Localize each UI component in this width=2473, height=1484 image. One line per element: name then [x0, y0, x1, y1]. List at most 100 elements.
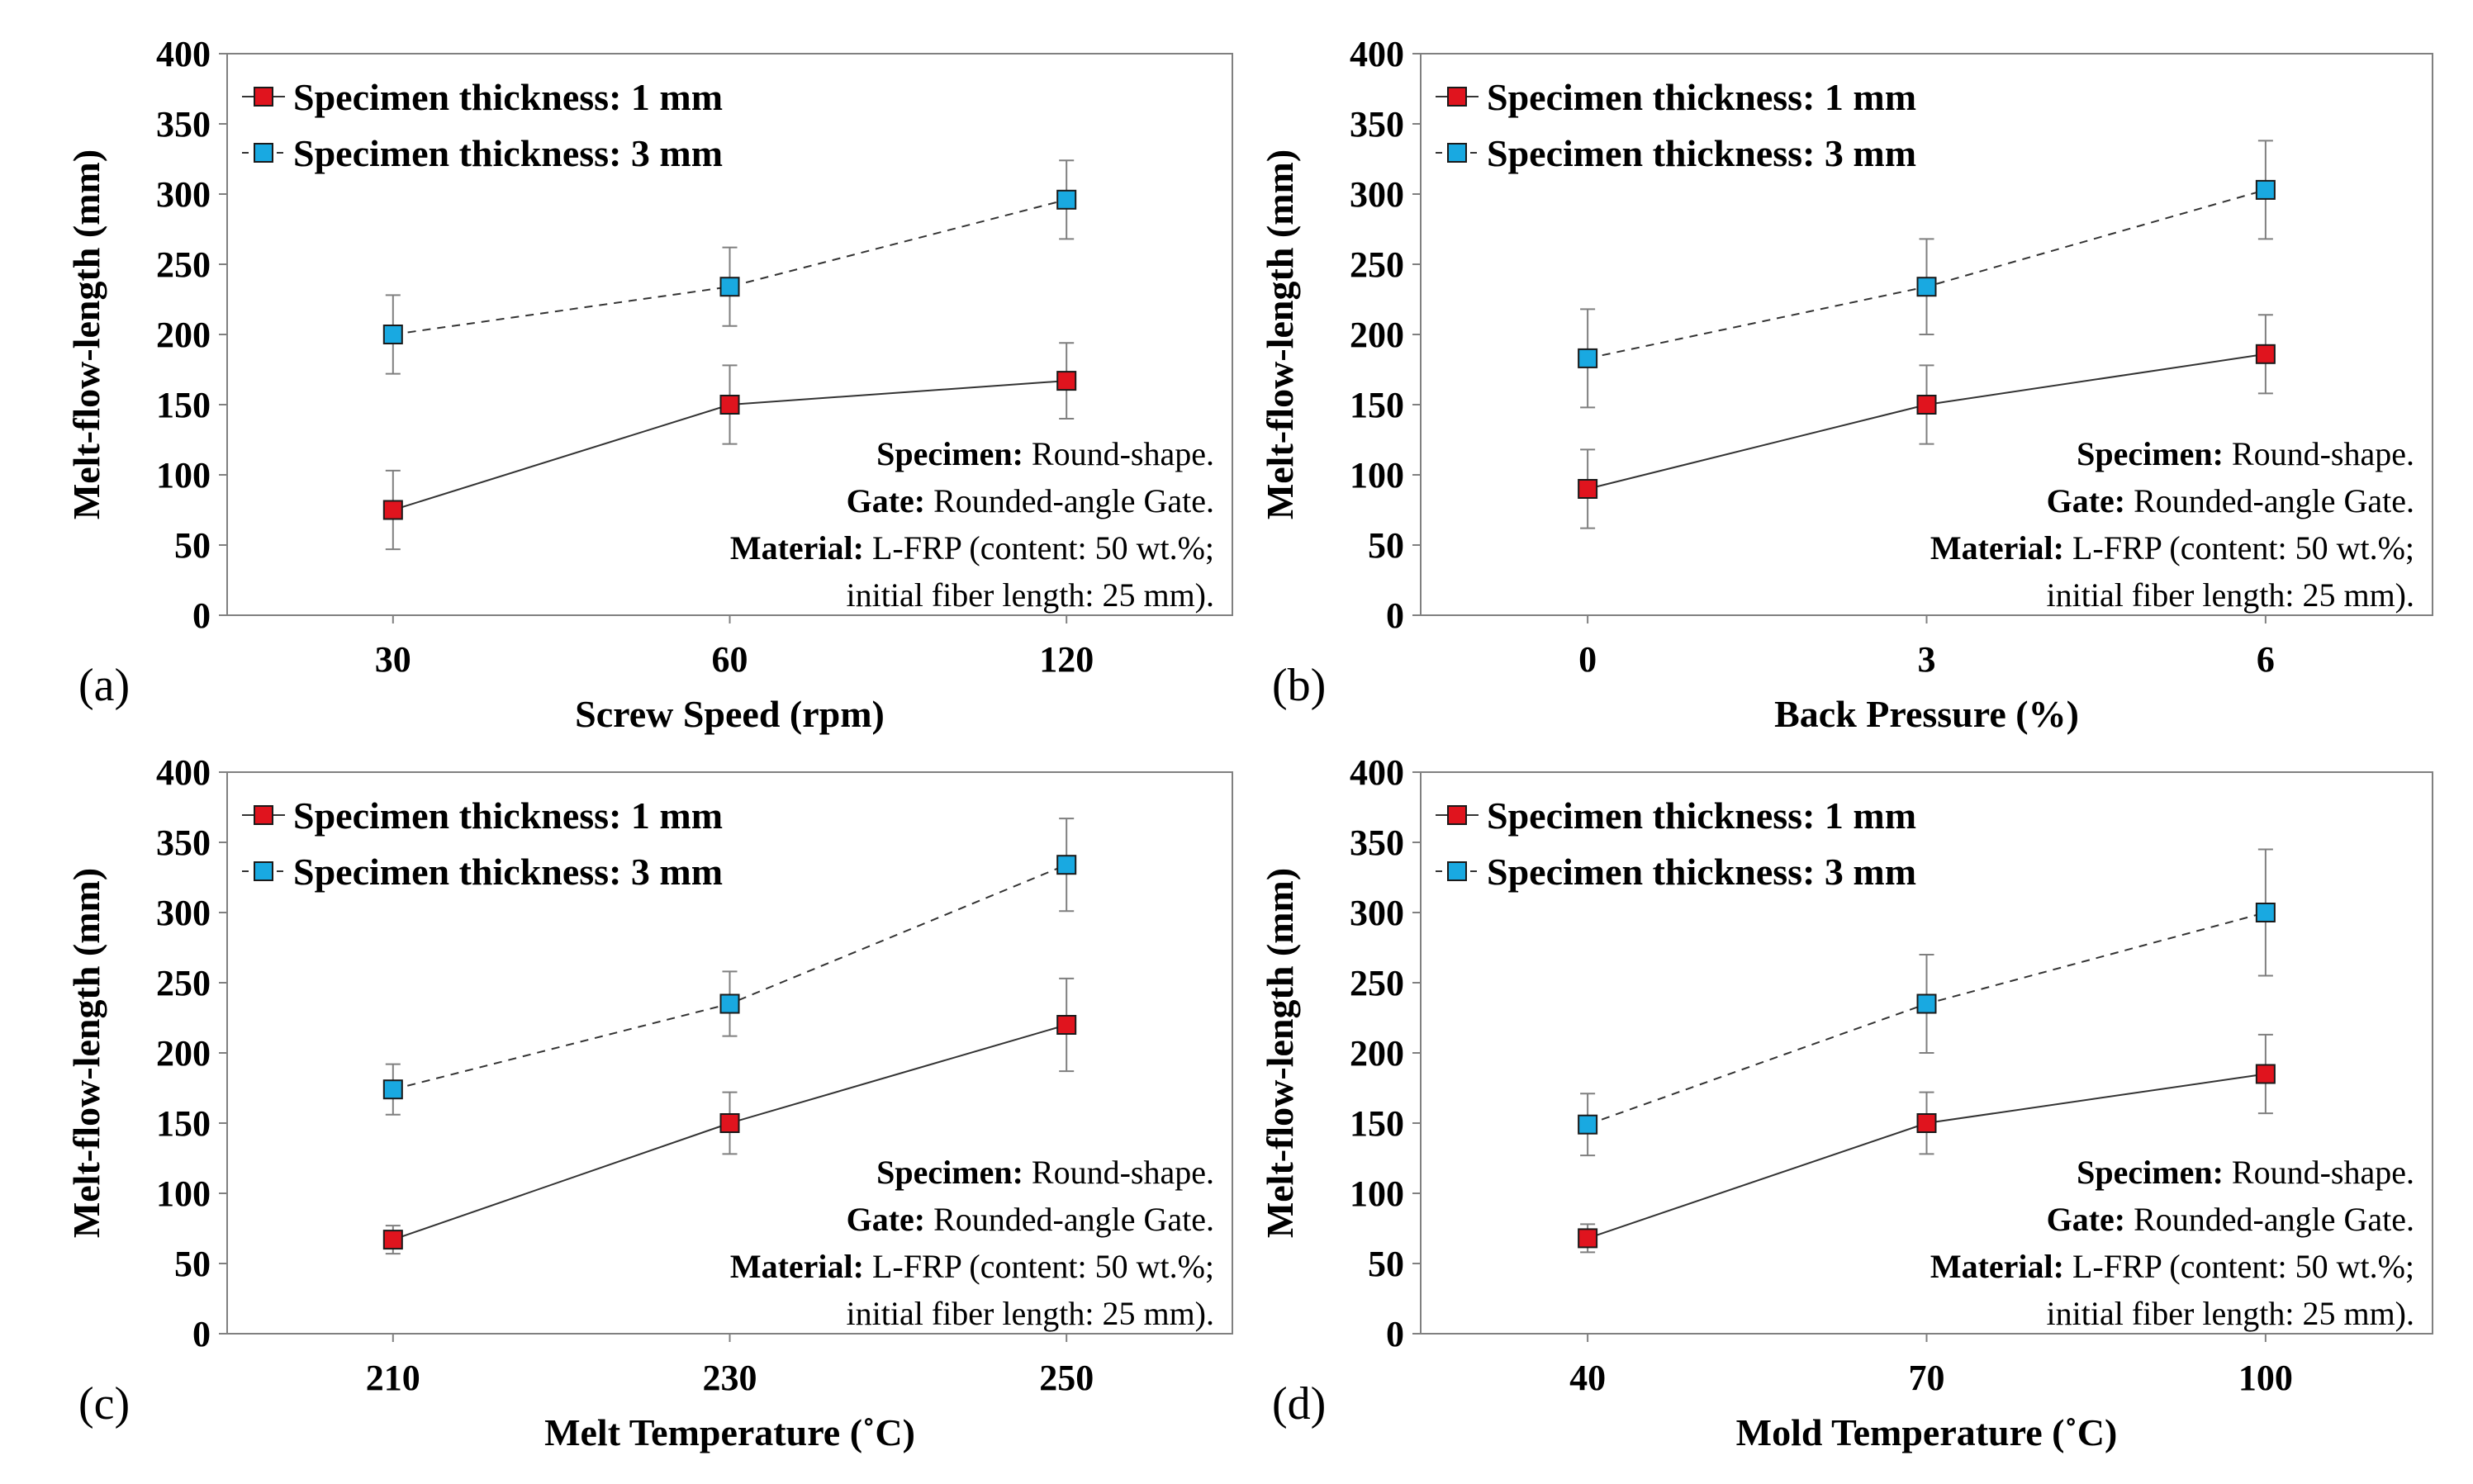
annotation-line: Gate: Rounded-angle Gate.: [847, 482, 1214, 519]
data-point: [2255, 179, 2276, 200]
annotation-value: Rounded-angle Gate.: [2134, 1201, 2414, 1238]
legend-label: Specimen thickness: 1 mm: [293, 794, 723, 837]
y-tick-label: 150: [1350, 1103, 1404, 1144]
data-point: [719, 993, 740, 1014]
y-axis-title: Melt-flow-length (mm): [65, 149, 107, 519]
data-point: [382, 500, 403, 520]
data-point: [1578, 479, 1598, 499]
y-tick-label: 400: [1350, 34, 1404, 74]
data-point: [719, 277, 740, 297]
data-point: [382, 1079, 403, 1100]
data-point: [1916, 277, 1937, 297]
annotation-key: Material:: [1930, 529, 2072, 567]
annotation-value: initial fiber length: 25 mm).: [2047, 1295, 2414, 1332]
y-tick-label: 200: [1350, 1033, 1404, 1074]
x-axis-title: Back Pressure (%): [1774, 693, 2079, 735]
data-point: [382, 1230, 403, 1250]
annotation-line: initial fiber length: 25 mm).: [847, 1295, 1214, 1332]
y-axis-title: Melt-flow-length (mm): [1259, 868, 1301, 1238]
legend-label: Specimen thickness: 3 mm: [293, 851, 723, 893]
annotation-key: Material:: [730, 529, 872, 567]
annotation-block: Specimen: Round-shape. Gate: Rounded-angl…: [730, 1154, 1214, 1332]
annotation-value: L-FRP (content: 50 wt.%;: [872, 529, 1214, 567]
annotation-value: initial fiber length: 25 mm).: [847, 576, 1214, 614]
data-point: [1056, 189, 1077, 210]
data-point: [1916, 395, 1937, 415]
y-tick-label: 300: [156, 174, 211, 215]
legend-marker: [1447, 805, 1467, 825]
annotation-value: L-FRP (content: 50 wt.%;: [2072, 1248, 2414, 1285]
data-point: [1056, 371, 1077, 391]
annotation-value: Round-shape.: [2232, 435, 2414, 472]
legend-label: Specimen thickness: 3 mm: [293, 132, 723, 174]
x-axis-title: Melt Temperature (˚C): [544, 1411, 915, 1453]
legend-marker: [254, 861, 273, 881]
x-tick-label: 250: [1039, 1358, 1094, 1398]
panel-label: (a): [78, 660, 130, 711]
annotation-line: Gate: Rounded-angle Gate.: [847, 1201, 1214, 1238]
chart-panel-b: 0 50 100 150 200 250 300 350 400 0 3 6 Back Pressure…: [1259, 34, 2433, 735]
x-axis-title: Screw Speed (rpm): [575, 693, 885, 735]
annotation-key: Gate:: [847, 1201, 934, 1238]
x-tick-label: 70: [1909, 1358, 1945, 1398]
x-tick-label: 40: [1569, 1358, 1606, 1398]
y-tick-label: 200: [156, 1033, 211, 1074]
legend-marker: [254, 143, 273, 163]
y-tick-label: 300: [1350, 893, 1404, 933]
annotation-block: Specimen: Round-shape. Gate: Rounded-angl…: [1930, 435, 2414, 614]
data-point: [2255, 344, 2276, 364]
y-tick-label: 0: [192, 595, 211, 636]
annotation-line: Specimen: Round-shape.: [876, 1154, 1214, 1191]
panel-label: (b): [1272, 660, 1326, 711]
legend-marker: [1447, 87, 1467, 107]
annotation-block: Specimen: Round-shape. Gate: Rounded-angl…: [1930, 1154, 2414, 1332]
x-tick-label: 230: [703, 1358, 757, 1398]
y-tick-label: 0: [1386, 1314, 1404, 1354]
legend-marker: [1447, 143, 1467, 163]
chart-panel-c: 0 50 100 150 200 250 300 350 400 210 230 250 Melt Te…: [65, 752, 1233, 1453]
legend-label: Specimen thickness: 1 mm: [1487, 76, 1916, 118]
y-tick-label: 300: [156, 893, 211, 933]
x-tick-label: 100: [2238, 1358, 2293, 1398]
y-tick-label: 0: [1386, 595, 1404, 636]
series-1: Specimen thickness: 1 mm: [1436, 794, 2276, 1254]
annotation-value: Round-shape.: [1032, 435, 1214, 472]
annotation-value: L-FRP (content: 50 wt.%;: [872, 1248, 1214, 1285]
annotation-key: Specimen:: [2077, 1154, 2232, 1191]
y-tick-label: 350: [156, 104, 211, 145]
y-tick-label: 50: [1368, 1244, 1404, 1284]
legend-label: Specimen thickness: 3 mm: [1487, 851, 1916, 893]
annotation-line: Material: L-FRP (content: 50 wt.%;: [1930, 1248, 2414, 1285]
annotation-key: Specimen:: [876, 1154, 1032, 1191]
annotation-key: Specimen:: [2077, 435, 2232, 472]
annotation-key: Gate:: [847, 482, 934, 519]
legend-marker: [1447, 861, 1467, 881]
annotation-key: Gate:: [2047, 482, 2134, 519]
series-2: Specimen thickness: 3 mm: [242, 132, 1077, 375]
x-tick-label: 6: [2257, 639, 2275, 680]
annotation-line: Material: L-FRP (content: 50 wt.%;: [1930, 529, 2414, 567]
y-tick-label: 350: [1350, 823, 1404, 863]
y-tick-label: 150: [1350, 385, 1404, 425]
annotation-line: Material: L-FRP (content: 50 wt.%;: [730, 529, 1214, 567]
y-tick-label: 400: [1350, 752, 1404, 793]
annotation-line: Gate: Rounded-angle Gate.: [2047, 482, 2414, 519]
y-tick-label: 250: [1350, 244, 1404, 285]
y-axis-title: Melt-flow-length (mm): [65, 868, 107, 1238]
y-tick-label: 250: [156, 963, 211, 1003]
y-tick-label: 100: [156, 1173, 211, 1214]
y-tick-label: 0: [192, 1314, 211, 1354]
x-axis-title: Mold Temperature (˚C): [1736, 1411, 2118, 1453]
panel-label: (d): [1272, 1378, 1326, 1429]
series-1: Specimen thickness: 1 mm: [242, 794, 1077, 1255]
legend-marker: [254, 87, 273, 107]
annotation-value: Round-shape.: [1032, 1154, 1214, 1191]
x-tick-label: 60: [712, 639, 748, 680]
y-tick-label: 150: [156, 1103, 211, 1144]
y-tick-label: 300: [1350, 174, 1404, 215]
series-1: Specimen thickness: 1 mm: [1436, 76, 2276, 529]
data-point: [2255, 903, 2276, 922]
chart-panel-d: 0 50 100 150 200 250 300 350 400 40 70 100 Mold Temp…: [1259, 752, 2433, 1453]
y-tick-label: 50: [174, 1244, 211, 1284]
